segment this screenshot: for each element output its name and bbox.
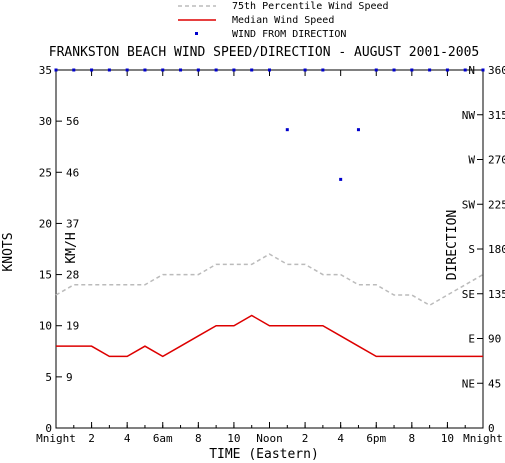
- y-axis-kmh: 9 19 28 37 46 56: [66, 115, 79, 384]
- direction-tick-label: S: [468, 243, 475, 256]
- y-tick-label: 30: [39, 115, 52, 128]
- direction-point: [232, 68, 236, 72]
- direction-point: [392, 68, 396, 72]
- y-axis-label-kmh: KM/H: [64, 232, 79, 263]
- direction-degree-label: 225: [488, 198, 505, 211]
- y-tick-label: 25: [39, 166, 52, 179]
- x-tick-label: Mnight: [36, 432, 76, 445]
- direction-tick-label: W: [468, 154, 475, 167]
- x-tick-label: 8: [195, 432, 202, 445]
- x-tick-label: 8: [409, 432, 416, 445]
- direction-degree-label: 315: [488, 109, 505, 122]
- kmh-tick-label: 28: [66, 269, 79, 282]
- direction-point: [428, 68, 432, 72]
- direction-tick-label: SE: [462, 288, 475, 301]
- x-axis-label: TIME (Eastern): [209, 447, 319, 462]
- direction-point: [481, 68, 485, 72]
- series-direction: [54, 68, 485, 181]
- series-line-p75: [55, 253, 484, 307]
- y-tick-label: 5: [45, 371, 52, 384]
- direction-point: [321, 68, 325, 72]
- y-axis-knots: 0 5 10 15 20 25 30 35: [39, 64, 62, 435]
- y-axis-label-direction: DIRECTION: [445, 210, 460, 280]
- y-axis-label-knots: KNOTS: [1, 232, 16, 271]
- x-tick-label: 2: [302, 432, 309, 445]
- y-tick-label: 0: [45, 422, 52, 435]
- x-tick-label: Noon: [256, 432, 283, 445]
- x-tick-label: 10: [227, 432, 240, 445]
- legend: 75th Percentile Wind Speed Median Wind S…: [178, 1, 389, 40]
- direction-degree-label: 0: [488, 422, 495, 435]
- direction-point: [374, 68, 378, 72]
- direction-point: [196, 68, 200, 72]
- direction-degree-label: 270: [488, 154, 505, 167]
- series-p75: [55, 253, 484, 307]
- direction-point: [143, 68, 147, 72]
- x-tick-label: 4: [124, 432, 131, 445]
- kmh-tick-label: 56: [66, 115, 79, 128]
- direction-tick-label: N: [468, 64, 475, 77]
- direction-point: [268, 68, 271, 72]
- series-median: [56, 314, 483, 358]
- direction-point: [339, 177, 343, 181]
- plot-frame: [55, 69, 484, 429]
- series-line-median: [56, 314, 483, 358]
- legend-label-direction: WIND FROM DIRECTION: [232, 29, 346, 40]
- legend-label-median: Median Wind Speed: [232, 15, 334, 26]
- x-tick-label: 10: [441, 432, 454, 445]
- legend-label-p75: 75th Percentile Wind Speed: [232, 1, 389, 12]
- x-tick-label: 2: [88, 432, 95, 445]
- x-tick-label: Mnight: [463, 432, 503, 445]
- legend-swatch-direction: [195, 32, 198, 35]
- direction-tick-label: NW: [462, 109, 476, 122]
- x-axis: Mnight 2 4 6am 8 10 Noon 2 4 6pm 8 10 Mnight: [36, 70, 503, 445]
- kmh-tick-label: 19: [66, 320, 79, 333]
- direction-point: [125, 68, 129, 72]
- direction-tick-label: E: [468, 333, 475, 346]
- direction-point: [463, 68, 467, 72]
- direction-point: [214, 68, 218, 72]
- direction-point: [90, 68, 94, 72]
- y-tick-label: 20: [39, 217, 52, 230]
- y-tick-label: 10: [39, 320, 52, 333]
- direction-point: [445, 68, 449, 72]
- chart-title: FRANKSTON BEACH WIND SPEED/DIRECTION - A…: [49, 45, 479, 60]
- direction-point: [356, 128, 360, 132]
- direction-point: [54, 68, 58, 72]
- y-tick-label: 15: [39, 269, 52, 282]
- direction-degree-label: 360: [488, 64, 505, 77]
- direction-tick-label: SW: [462, 198, 476, 211]
- direction-point: [107, 68, 111, 72]
- kmh-tick-label: 9: [66, 371, 73, 384]
- x-tick-label: 4: [337, 432, 344, 445]
- y-tick-label: 35: [39, 64, 52, 77]
- direction-point: [161, 68, 165, 72]
- direction-tick-label: NE: [462, 377, 475, 390]
- direction-degree-label: 135: [488, 288, 505, 301]
- direction-point: [410, 68, 414, 72]
- direction-point: [179, 68, 183, 72]
- y-axis-direction: 0 NE 45 E 90 SE 135 S 180 SW 225 W 270 NW 315 N 360: [462, 64, 505, 435]
- direction-point: [72, 68, 76, 72]
- direction-degree-label: 45: [488, 377, 501, 390]
- direction-degree-label: 90: [488, 333, 501, 346]
- x-tick-label: 6am: [153, 432, 173, 445]
- kmh-tick-label: 37: [66, 217, 79, 230]
- x-tick-label: 6pm: [366, 432, 386, 445]
- kmh-tick-label: 46: [66, 166, 79, 179]
- direction-point: [303, 68, 307, 72]
- direction-degree-label: 180: [488, 243, 505, 256]
- direction-point: [250, 68, 254, 72]
- direction-point: [285, 128, 289, 132]
